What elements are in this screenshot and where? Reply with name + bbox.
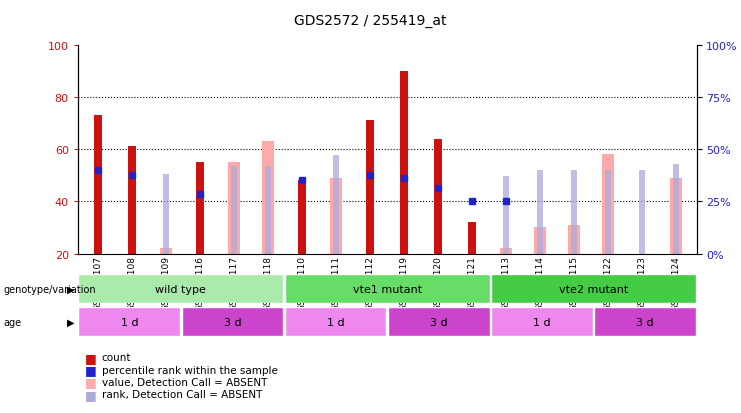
Text: ■: ■ xyxy=(85,363,97,376)
Bar xyxy=(163,175,170,254)
Bar xyxy=(491,308,593,337)
Bar xyxy=(79,308,180,337)
Text: 1 d: 1 d xyxy=(533,317,551,327)
Text: 3 d: 3 d xyxy=(430,317,448,327)
Text: vte2 mutant: vte2 mutant xyxy=(559,284,628,294)
Text: wild type: wild type xyxy=(156,284,206,294)
Text: ▶: ▶ xyxy=(67,317,74,327)
Bar xyxy=(503,177,509,254)
Text: vte1 mutant: vte1 mutant xyxy=(353,284,422,294)
Bar xyxy=(568,225,580,254)
Text: ■: ■ xyxy=(85,375,97,389)
Bar xyxy=(79,275,283,304)
Bar xyxy=(500,249,512,254)
Bar xyxy=(434,139,442,254)
Bar xyxy=(160,249,172,254)
Bar xyxy=(298,181,307,254)
Bar xyxy=(285,308,387,337)
Text: genotype/variation: genotype/variation xyxy=(4,284,96,294)
Text: percentile rank within the sample: percentile rank within the sample xyxy=(102,365,277,375)
Bar xyxy=(196,163,205,254)
Bar xyxy=(388,308,490,337)
Text: ▶: ▶ xyxy=(67,284,74,294)
Bar xyxy=(262,142,274,254)
Bar xyxy=(670,178,682,254)
Bar xyxy=(602,155,614,254)
Bar xyxy=(366,121,374,254)
Text: 3 d: 3 d xyxy=(224,317,242,327)
Text: GDS2572 / 255419_at: GDS2572 / 255419_at xyxy=(294,14,447,28)
Bar xyxy=(673,164,679,254)
Text: value, Detection Call = ABSENT: value, Detection Call = ABSENT xyxy=(102,377,267,387)
Bar xyxy=(571,171,577,254)
Text: 1 d: 1 d xyxy=(327,317,345,327)
Bar xyxy=(265,166,271,254)
Bar xyxy=(228,163,240,254)
Bar xyxy=(537,171,543,254)
Text: count: count xyxy=(102,352,131,362)
Bar xyxy=(491,275,696,304)
Bar xyxy=(534,228,546,254)
Text: rank, Detection Call = ABSENT: rank, Detection Call = ABSENT xyxy=(102,389,262,399)
Bar xyxy=(594,308,696,337)
Bar xyxy=(468,223,476,254)
Bar xyxy=(231,166,237,254)
Text: ■: ■ xyxy=(85,351,97,364)
Text: 1 d: 1 d xyxy=(121,317,138,327)
Bar xyxy=(400,71,408,254)
Bar xyxy=(330,178,342,254)
Bar xyxy=(94,116,102,254)
Bar xyxy=(285,275,490,304)
Bar xyxy=(605,171,611,254)
Bar xyxy=(333,156,339,254)
Text: 3 d: 3 d xyxy=(637,317,654,327)
Bar xyxy=(639,171,645,254)
Bar xyxy=(182,308,283,337)
Text: ■: ■ xyxy=(85,388,97,401)
Text: age: age xyxy=(4,317,21,327)
Bar xyxy=(128,147,136,254)
